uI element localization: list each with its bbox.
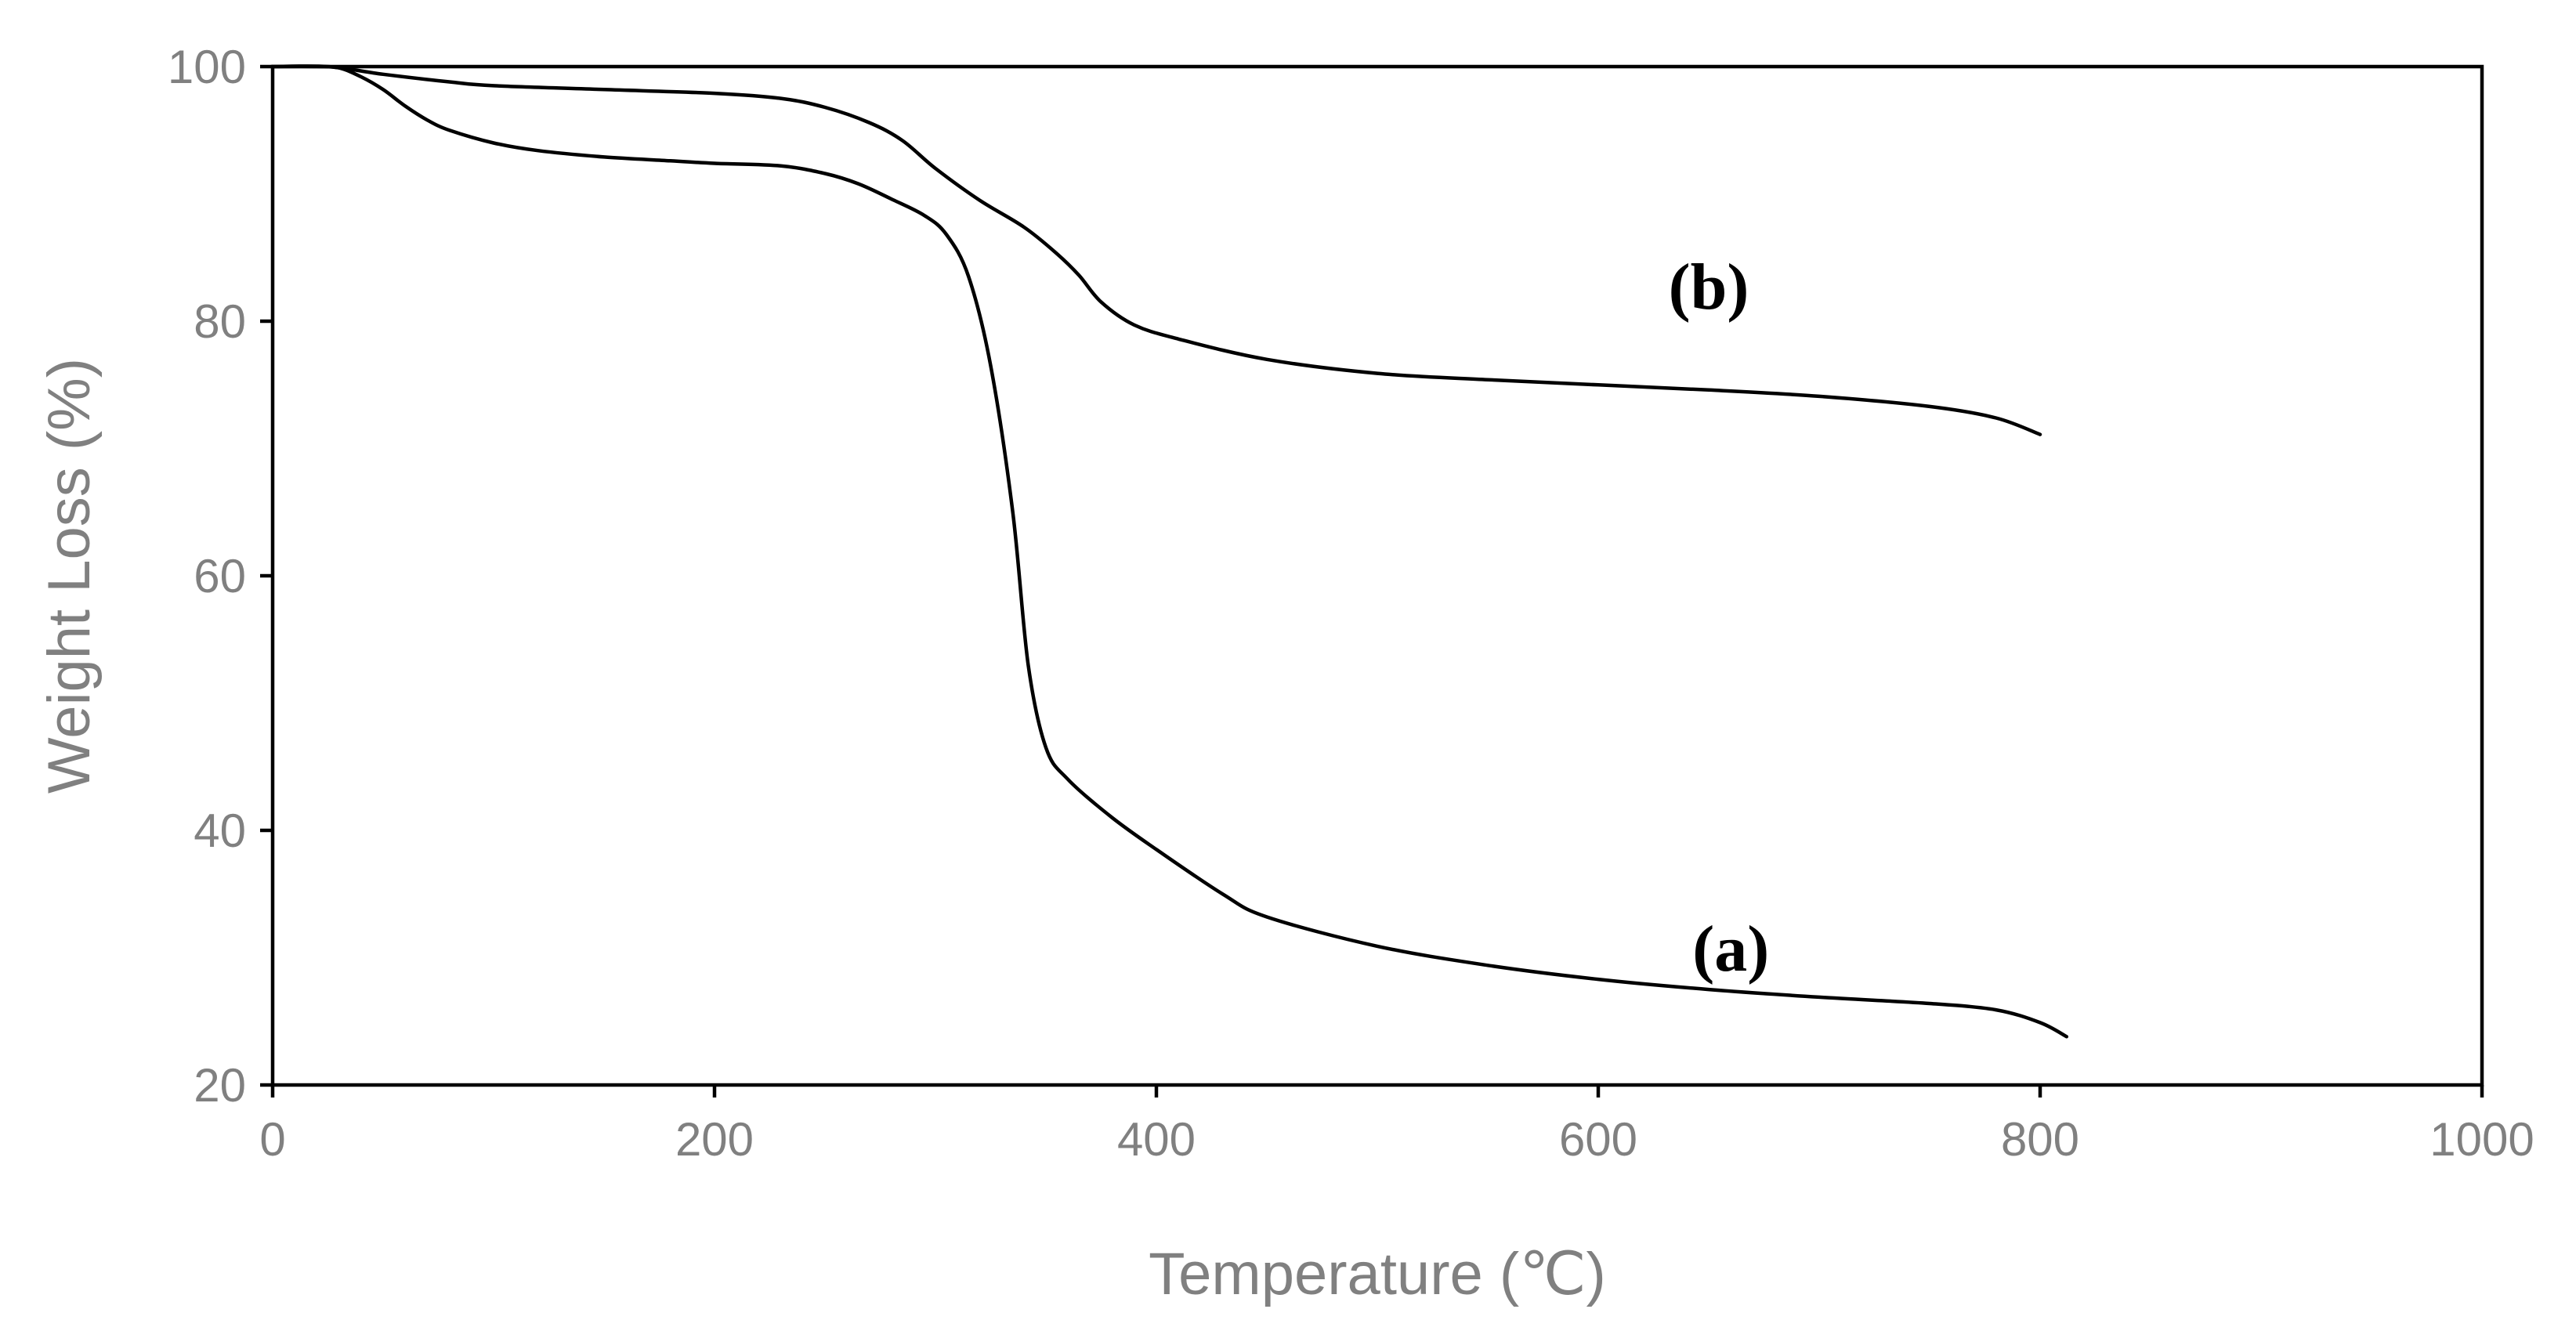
series-label-a: (a) <box>1692 913 1769 985</box>
x-tick-label: 0 <box>259 1113 285 1166</box>
y-tick-label: 80 <box>194 295 246 348</box>
plot-frame <box>270 64 2484 1087</box>
series-label-b: (b) <box>1669 251 1749 324</box>
y-tick-label: 20 <box>194 1059 246 1112</box>
x-axis-title: Temperature (℃) <box>1149 1241 1606 1307</box>
x-tick-label: 200 <box>675 1113 754 1166</box>
x-tick-label: 800 <box>2001 1113 2079 1166</box>
series-line-b <box>270 64 2042 436</box>
axis-ticks <box>260 64 2484 1098</box>
y-tick-label: 40 <box>194 805 246 857</box>
y-axis-title: Weight Loss (%) <box>36 358 103 794</box>
series-line-a <box>270 64 2069 1039</box>
y-tick-label: 60 <box>194 550 246 602</box>
series-labels: (a) (b) <box>1669 251 1770 985</box>
x-tick-label: 600 <box>1559 1113 1637 1166</box>
x-tick-label: 1000 <box>2429 1113 2534 1166</box>
x-tick-label: 400 <box>1117 1113 1196 1166</box>
tick-labels: 0 200 400 600 800 1000 20 40 60 80 100 <box>168 41 2534 1166</box>
series-group <box>270 64 2069 1039</box>
y-tick-label: 100 <box>168 41 246 93</box>
